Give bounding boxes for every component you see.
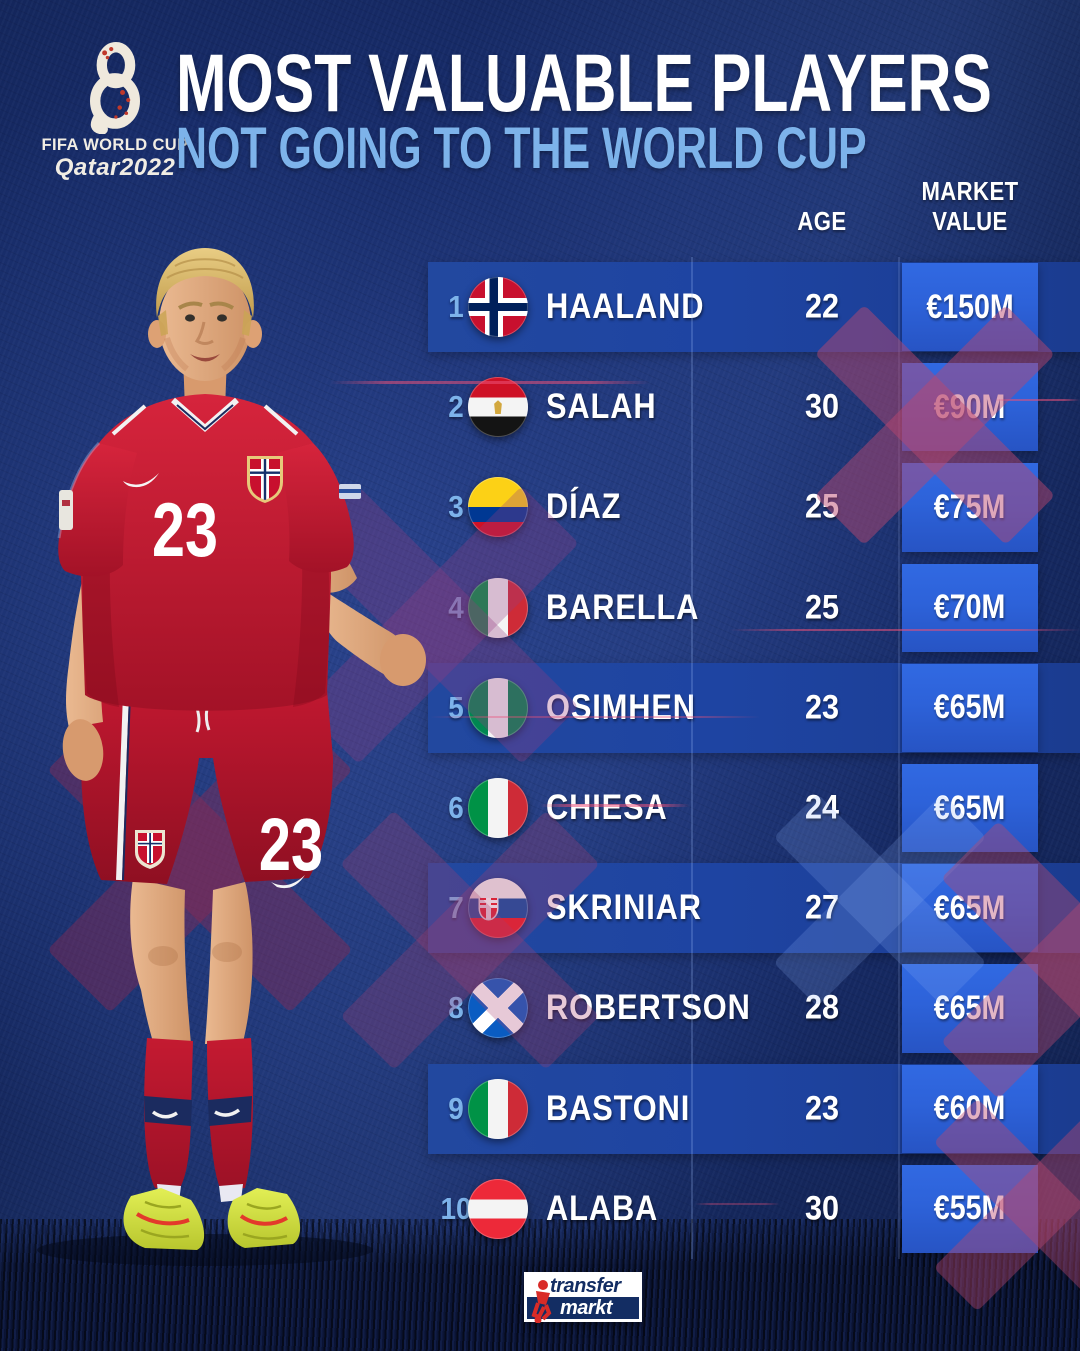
table-row-chiesa: 6 CHIESA 24 €65M — [428, 758, 1080, 858]
market-value: €65M — [934, 888, 1006, 927]
column-divider-name-age — [691, 257, 693, 1259]
kicking-player-icon — [531, 1280, 552, 1323]
market-value-header-line1: MARKET — [921, 176, 1019, 206]
table-row-barella: 4 BARELLA 25 €70M — [428, 558, 1080, 658]
transfermarkt-logo-line2: markt — [527, 1297, 639, 1319]
player-age: 27 — [804, 888, 840, 927]
player-name: ROBERTSON — [546, 988, 751, 1028]
rank-number: 8 — [448, 990, 464, 1026]
rank-number: 2 — [448, 389, 464, 425]
rank-number: 10 — [440, 1190, 472, 1226]
player-name: CHIESA — [546, 788, 668, 828]
table-row-robertson: 8 ROBERTSON 28 €65M — [428, 958, 1080, 1058]
market-value: €55M — [934, 1189, 1006, 1228]
market-value: €90M — [934, 387, 1006, 426]
player-age: 23 — [804, 688, 840, 727]
player-table: AGE MARKET VALUE 1 HAALAND 22 €150M 2 SA… — [428, 0, 1080, 1351]
market-value: €150M — [926, 287, 1014, 326]
market-value-cell: €55M — [902, 1164, 1038, 1253]
italy-flag-icon — [468, 577, 528, 638]
player-name: DÍAZ — [546, 487, 622, 527]
table-row-skriniar: 7 SKRINIAR 27 €65M — [428, 858, 1080, 958]
market-value: €70M — [934, 588, 1006, 627]
table-rows: 1 HAALAND 22 €150M 2 SALAH 30 €90M 3 DÍA… — [428, 257, 1080, 1259]
market-value-cell: €90M — [902, 363, 1038, 452]
player-age: 30 — [804, 387, 840, 426]
market-value-cell: €65M — [902, 663, 1038, 752]
transfermarkt-logo: transfer markt — [524, 1272, 642, 1323]
market-value: €75M — [934, 487, 1006, 526]
transfermarkt-logo-line1: transfer — [527, 1275, 639, 1297]
column-divider-age-value — [898, 257, 900, 1259]
rank-number: 1 — [448, 289, 464, 325]
slovakia-flag-icon — [468, 878, 528, 939]
ground-shadow — [37, 1234, 373, 1266]
market-value: €65M — [934, 988, 1006, 1027]
rank-number: 6 — [448, 790, 464, 826]
player-name: SKRINIAR — [546, 888, 702, 928]
scotland-flag-icon — [468, 978, 528, 1039]
table-row-osimhen: 5 OSIMHEN 23 €65M — [428, 658, 1080, 758]
player-age: 25 — [804, 487, 840, 526]
player-age: 22 — [804, 287, 840, 326]
table-row-bastoni: 9 BASTONI 23 €60M — [428, 1059, 1080, 1159]
norway-flag-icon — [468, 277, 528, 338]
rank-number: 4 — [448, 589, 464, 625]
nigeria-flag-icon — [468, 677, 528, 738]
rank-number: 3 — [448, 489, 464, 525]
rank-number: 7 — [448, 890, 464, 926]
table-row-salah: 2 SALAH 30 €90M — [428, 357, 1080, 457]
market-value-cell: €65M — [902, 864, 1038, 953]
italy-flag-icon — [468, 778, 528, 839]
player-age: 24 — [804, 788, 840, 827]
market-value: €65M — [934, 688, 1006, 727]
player-age: 30 — [804, 1189, 840, 1228]
market-value-cell: €60M — [902, 1064, 1038, 1153]
rank-number: 9 — [448, 1090, 464, 1126]
market-value: €60M — [934, 1089, 1006, 1128]
table-row-alaba: 10 ALABA 30 €55M — [428, 1159, 1080, 1259]
player-age: 25 — [804, 588, 840, 627]
player-name: ALABA — [546, 1188, 659, 1228]
market-value-cell: €65M — [902, 964, 1038, 1053]
player-name: HAALAND — [546, 287, 705, 327]
market-value: €65M — [934, 788, 1006, 827]
colombia-flag-icon — [468, 477, 528, 538]
market-value-column-header: MARKET VALUE — [912, 176, 1028, 236]
italy-flag-icon — [468, 1078, 528, 1139]
market-value-header-line2: VALUE — [932, 206, 1008, 236]
player-age: 23 — [804, 1089, 840, 1128]
age-column-header: AGE — [797, 206, 847, 236]
table-row-haaland: 1 HAALAND 22 €150M — [428, 257, 1080, 357]
jersey-number: 23 — [152, 488, 218, 573]
table-row-diaz: 3 DÍAZ 25 €75M — [428, 457, 1080, 557]
shorts-number: 23 — [259, 804, 323, 887]
austria-flag-icon — [468, 1178, 528, 1239]
player-name: SALAH — [546, 387, 657, 427]
market-value-cell: €75M — [902, 463, 1038, 552]
player-name: BARELLA — [546, 587, 700, 627]
player-name: BASTONI — [546, 1088, 691, 1128]
player-photo: 23 — [37, 248, 426, 1266]
market-value-cell: €65M — [902, 763, 1038, 853]
player-name: OSIMHEN — [546, 687, 696, 727]
egypt-flag-icon — [468, 377, 528, 438]
rank-number: 5 — [448, 689, 464, 725]
market-value-cell: €70M — [902, 563, 1038, 652]
player-age: 28 — [804, 988, 840, 1027]
market-value-cell: €150M — [902, 263, 1038, 352]
